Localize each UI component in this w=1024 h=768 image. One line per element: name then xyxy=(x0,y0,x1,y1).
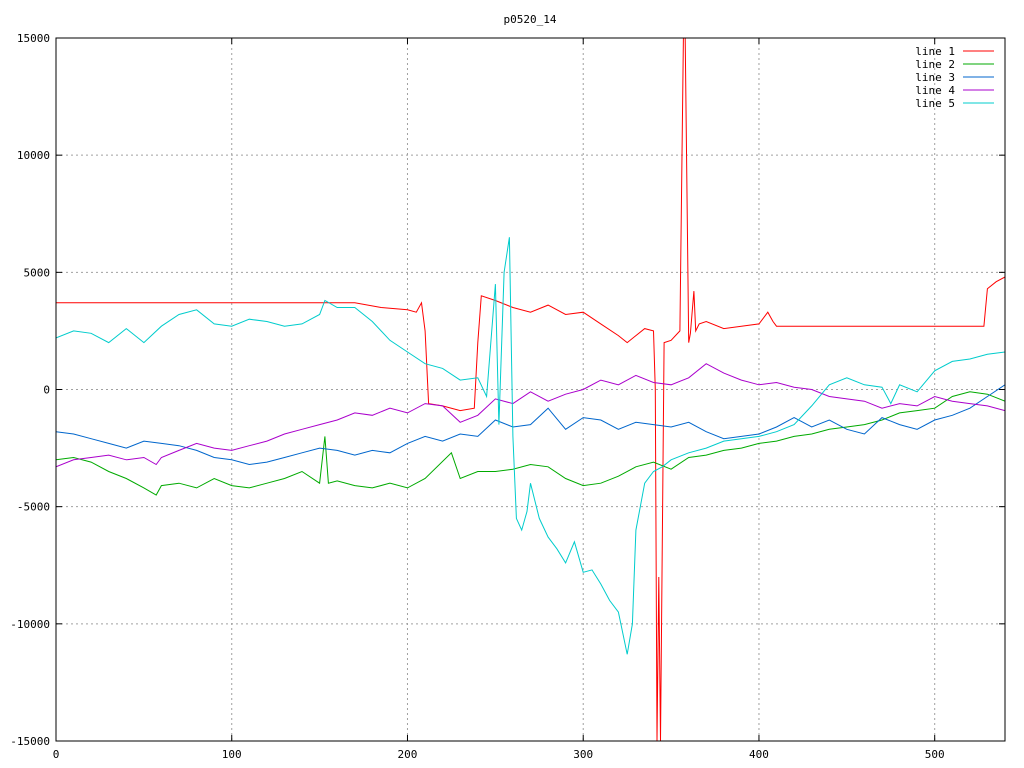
y-tick-label: 5000 xyxy=(24,266,51,279)
y-axis: -15000 -10000 -5000 0 5000 10000 15000 xyxy=(10,32,1005,748)
plot-frame xyxy=(55,37,1006,742)
legend-label: line 1 xyxy=(915,45,955,58)
x-axis: 0 100 200 300 400 500 xyxy=(53,38,945,761)
legend-label: line 2 xyxy=(915,58,955,71)
series-line-4 xyxy=(56,363,1005,468)
y-tick-label: -15000 xyxy=(10,735,50,748)
y-tick-label: 15000 xyxy=(17,32,50,45)
y-tick-label: -10000 xyxy=(10,618,50,631)
legend-label: line 5 xyxy=(915,97,955,110)
y-tick-label: 0 xyxy=(43,384,50,397)
legend-label: line 4 xyxy=(915,84,955,97)
series-line-1 xyxy=(56,38,1005,741)
x-tick-label: 100 xyxy=(222,748,242,761)
legend-label: line 3 xyxy=(915,71,955,84)
plot-area xyxy=(56,38,1005,741)
x-tick-label: 400 xyxy=(749,748,769,761)
x-tick-label: 0 xyxy=(53,748,60,761)
x-tick-label: 200 xyxy=(398,748,418,761)
series-line-2 xyxy=(56,391,1005,496)
series-line-3 xyxy=(56,384,1005,466)
y-tick-label: -5000 xyxy=(17,501,50,514)
series-line-5 xyxy=(56,237,1005,655)
y-tick-label: 10000 xyxy=(17,149,50,162)
x-tick-label: 300 xyxy=(573,748,593,761)
chart-title: p0520_14 xyxy=(504,13,557,26)
x-tick-label: 500 xyxy=(925,748,945,761)
